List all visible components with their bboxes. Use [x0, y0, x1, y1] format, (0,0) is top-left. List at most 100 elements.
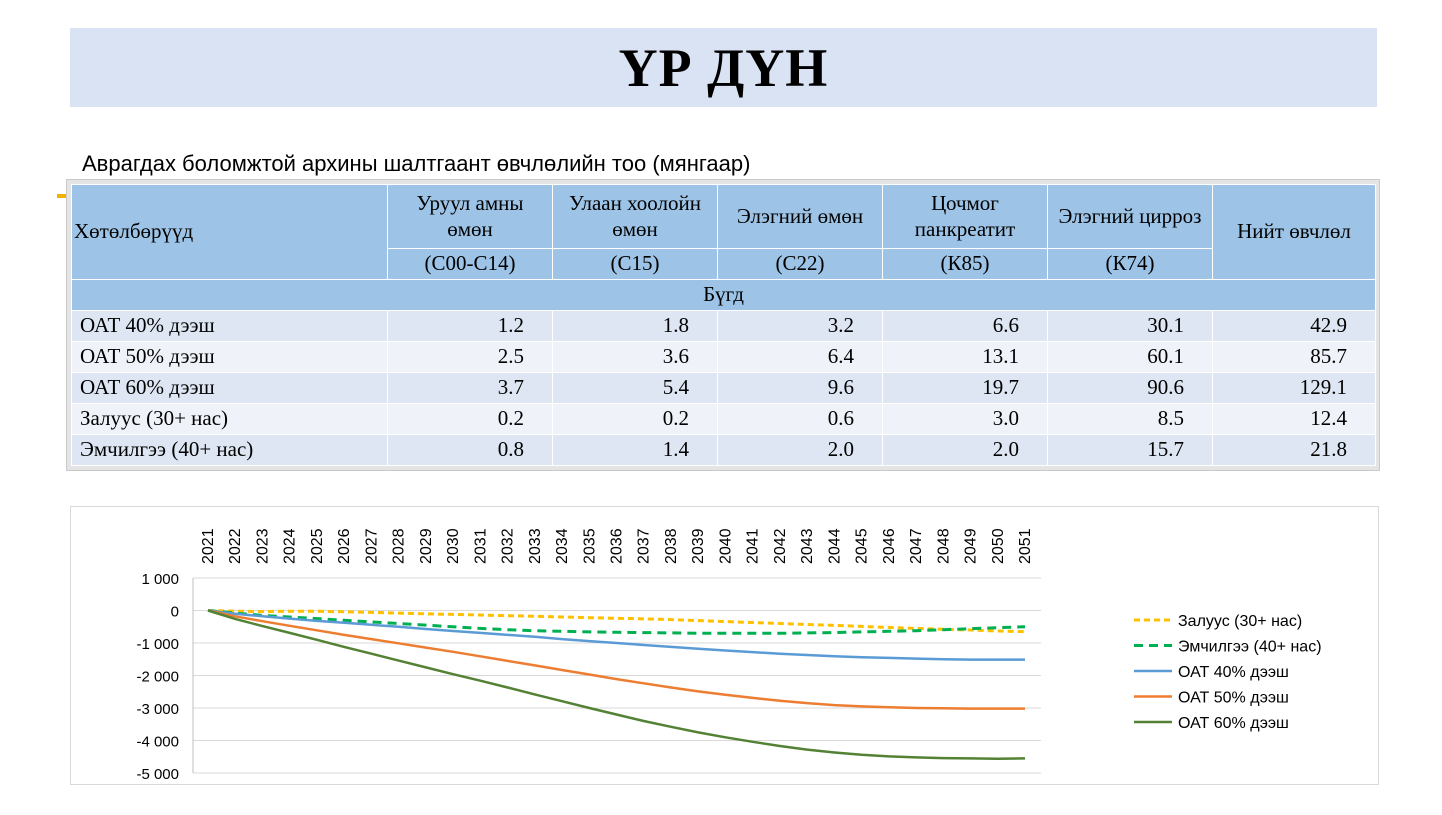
selection-marker — [57, 194, 67, 198]
cell: 2.0 — [882, 434, 1048, 466]
x-tick-label: 2021 — [200, 528, 217, 564]
cell: 30.1 — [1047, 310, 1213, 342]
x-tick-label: 2041 — [745, 528, 762, 564]
table-row: ОАТ 60% дээш 3.7 5.4 9.6 19.7 90.6 129.1 — [71, 372, 1376, 404]
x-tick-label: 2047 — [908, 528, 925, 564]
cell: 9.6 — [717, 372, 883, 404]
cell-total: 129.1 — [1212, 372, 1376, 404]
x-tick-label: 2022 — [227, 528, 244, 564]
header-col-5: Элэгний цирроз — [1047, 184, 1213, 249]
legend-label: ОАТ 40% дээш — [1178, 664, 1289, 681]
cell: 2.0 — [717, 434, 883, 466]
x-tick-label: 2046 — [881, 528, 898, 564]
cell: 90.6 — [1047, 372, 1213, 404]
cell: 8.5 — [1047, 403, 1213, 435]
x-tick-label: 2051 — [1017, 528, 1034, 564]
y-tick-label: -3 000 — [136, 701, 179, 718]
header-code-5: (К74) — [1047, 248, 1213, 280]
series-line — [207, 609, 1025, 710]
y-tick-label: 0 — [171, 604, 179, 621]
legend-label: ОАТ 60% дээш — [1178, 715, 1289, 732]
y-tick-label: 1 000 — [141, 571, 179, 588]
x-tick-label: 2045 — [854, 528, 871, 564]
table-row: ОАТ 40% дээш 1.2 1.8 3.2 6.6 30.1 42.9 — [71, 310, 1376, 342]
x-tick-label: 2038 — [663, 528, 680, 564]
x-tick-label: 2025 — [309, 528, 326, 564]
cell: 15.7 — [1047, 434, 1213, 466]
table-row: Залуус (30+ нас) 0.2 0.2 0.6 3.0 8.5 12.… — [71, 403, 1376, 435]
x-tick-label: 2043 — [799, 528, 816, 564]
x-tick-label: 2024 — [282, 528, 299, 564]
header-col-3: Элэгний өмөн — [717, 184, 883, 249]
x-tick-label: 2028 — [391, 528, 408, 564]
cell-total: 21.8 — [1212, 434, 1376, 466]
cell: 1.2 — [387, 310, 553, 342]
cell: 0.2 — [387, 403, 553, 435]
series-line — [207, 609, 1026, 635]
cell: 3.0 — [882, 403, 1048, 435]
y-tick-label: -4 000 — [136, 734, 179, 751]
header-code-4: (К85) — [882, 248, 1048, 280]
series-line — [207, 609, 1026, 760]
legend-label: Залуус (30+ нас) — [1178, 613, 1302, 630]
x-tick-label: 2044 — [826, 528, 843, 564]
cell: 6.6 — [882, 310, 1048, 342]
row-label: Эмчилгээ (40+ нас) — [71, 434, 388, 466]
group-label: Бүгд — [71, 279, 1376, 311]
header-code-1: (С00-С14) — [387, 248, 553, 280]
cell-total: 42.9 — [1212, 310, 1376, 342]
x-tick-label: 2031 — [472, 528, 489, 564]
legend-label: Эмчилгээ (40+ нас) — [1178, 639, 1322, 656]
cell-total: 85.7 — [1212, 341, 1376, 373]
cell: 3.7 — [387, 372, 553, 404]
page-title: ҮР ДҮН — [618, 37, 829, 98]
row-label: Залуус (30+ нас) — [71, 403, 388, 435]
x-tick-label: 2030 — [445, 528, 462, 564]
row-label: ОАТ 50% дээш — [71, 341, 388, 373]
x-tick-label: 2040 — [717, 528, 734, 564]
x-tick-label: 2049 — [963, 528, 980, 564]
table-caption: Аврагдах боломжтой архины шалтгаант өвчл… — [82, 151, 751, 176]
cell-total: 12.4 — [1212, 403, 1376, 435]
x-tick-label: 2026 — [336, 528, 353, 564]
legend-label: ОАТ 50% дээш — [1178, 690, 1289, 707]
cell: 1.4 — [552, 434, 718, 466]
x-tick-label: 2033 — [527, 528, 544, 564]
x-tick-label: 2023 — [254, 528, 271, 564]
header-code-2: (С15) — [552, 248, 718, 280]
row-label: ОАТ 40% дээш — [71, 310, 388, 342]
y-tick-label: -2 000 — [136, 669, 179, 686]
chart-area[interactable]: 1 000 0 -1 000 -2 000 -3 000 -4 000 -5 000 2021… — [70, 506, 1379, 785]
x-tick-label: 2042 — [772, 528, 789, 564]
series-line — [207, 609, 1025, 661]
cell: 6.4 — [717, 341, 883, 373]
x-tick-label: 2027 — [363, 528, 380, 564]
cell: 19.7 — [882, 372, 1048, 404]
x-tick-label: 2032 — [500, 528, 517, 564]
x-tick-label: 2029 — [418, 528, 435, 564]
table-row: Эмчилгээ (40+ нас) 0.8 1.4 2.0 2.0 15.7 … — [71, 434, 1376, 466]
x-tick-label: 2034 — [554, 528, 571, 564]
x-tick-label: 2035 — [581, 528, 598, 564]
header-code-3: (С22) — [717, 248, 883, 280]
title-banner: ҮР ДҮН — [70, 28, 1377, 107]
cell: 0.8 — [387, 434, 553, 466]
x-tick-label: 2039 — [690, 528, 707, 564]
line-chart: 1 000 0 -1 000 -2 000 -3 000 -4 000 -5 000 2021… — [136, 528, 1322, 783]
cell: 0.2 — [552, 403, 718, 435]
x-tick-label: 2050 — [990, 528, 1007, 564]
cell: 13.1 — [882, 341, 1048, 373]
header-col-4: Цочмог панкреатит — [882, 184, 1048, 249]
table-frame[interactable]: Хөтөлбөрүүд Уруул амны өмөн Улаан хоолой… — [66, 179, 1380, 471]
cell: 1.8 — [552, 310, 718, 342]
cell: 2.5 — [387, 341, 553, 373]
cell: 3.2 — [717, 310, 883, 342]
cell: 60.1 — [1047, 341, 1213, 373]
row-label: ОАТ 60% дээш — [71, 372, 388, 404]
x-tick-label: 2037 — [636, 528, 653, 564]
x-tick-label: 2036 — [609, 528, 626, 564]
header-col-1: Уруул амны өмөн — [387, 184, 553, 249]
cell: 3.6 — [552, 341, 718, 373]
y-tick-label: -5 000 — [136, 766, 179, 783]
results-table: Хөтөлбөрүүд Уруул амны өмөн Улаан хоолой… — [71, 184, 1376, 466]
